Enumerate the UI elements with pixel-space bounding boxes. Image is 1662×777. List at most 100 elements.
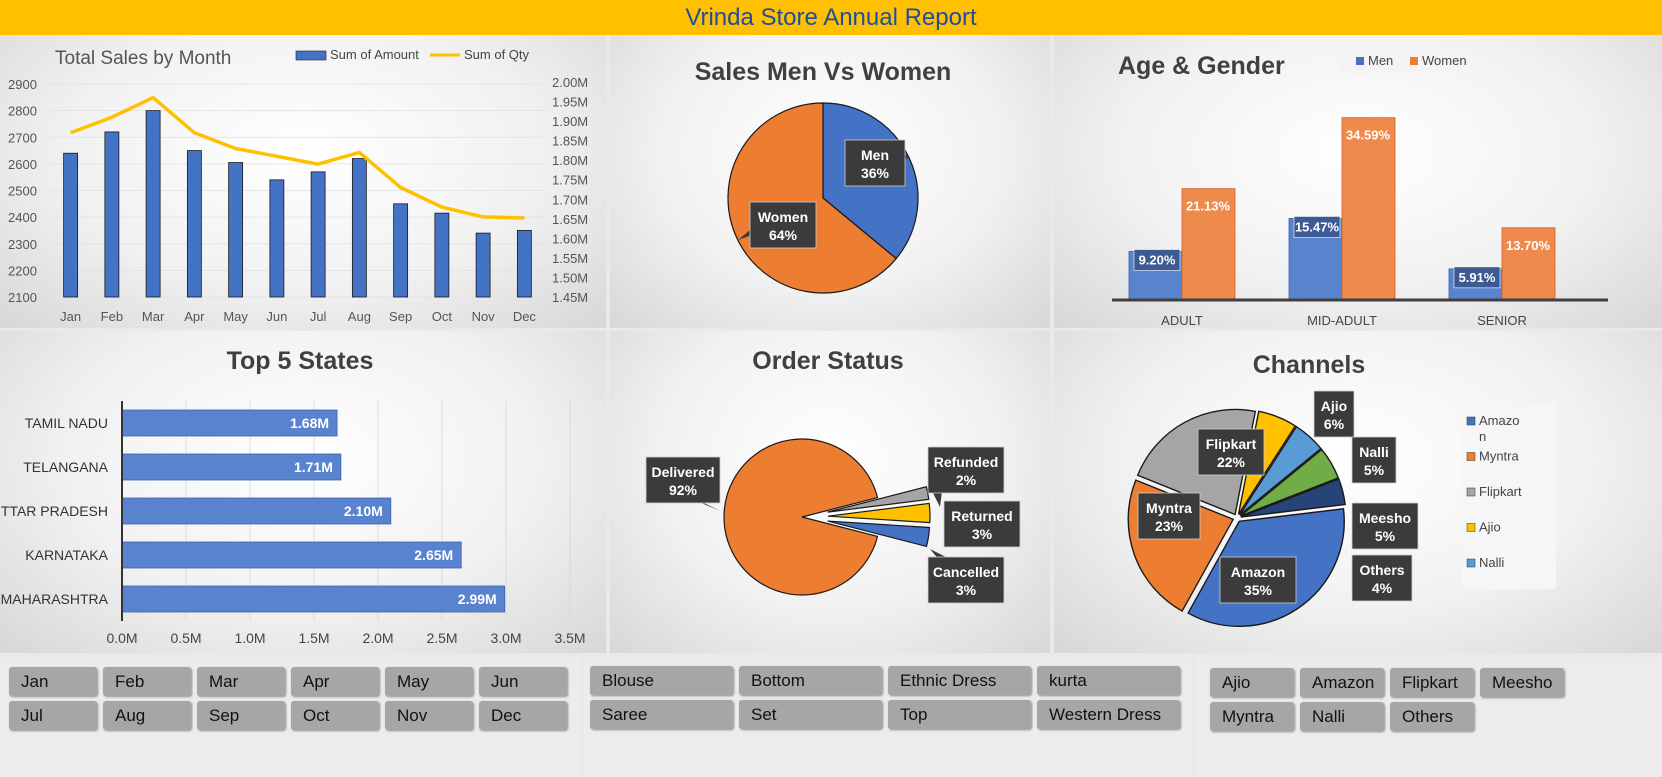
callout-myntra-box (1137, 492, 1201, 540)
legend-swatch (1466, 487, 1476, 497)
slicer-month-may[interactable]: May (385, 667, 473, 696)
callout-returned-label: Returned (951, 508, 1012, 524)
bar-nov (475, 232, 491, 298)
slicer-month-nov[interactable]: Nov (385, 701, 473, 730)
y-tick-right: 1.80M (552, 153, 588, 168)
legend-swatch (1466, 523, 1476, 532)
callout-delivered-value: 92% (669, 482, 698, 498)
slicer-channel-myntra[interactable]: Myntra (1210, 702, 1294, 731)
callout-flipkart: Flipkart 22% (1197, 428, 1265, 476)
slicer-channel-ajio[interactable]: Ajio (1210, 668, 1294, 697)
y-tick-right: 1.65M (552, 212, 588, 227)
y-tick: UTTAR PRADESH (0, 503, 108, 519)
chart-title: Age & Gender (1118, 52, 1285, 80)
callout-ajio-label: Ajio (1321, 398, 1347, 414)
x-tick: Aug (348, 309, 371, 324)
y-tick-right: 2.00M (552, 75, 588, 90)
channels-chart: Channels Amazon 35% Myntra 23% Flipkart 22% Aji… (1054, 331, 1662, 653)
callout-amazon-box (1219, 556, 1297, 604)
slicer-month-jun[interactable]: Jun (479, 667, 567, 696)
x-tick: 0.5M (170, 630, 201, 646)
slicer-channel-meesho[interactable]: Meesho (1480, 668, 1564, 697)
slicer-month-sep[interactable]: Sep (197, 701, 285, 730)
x-tick: 3.0M (490, 630, 521, 646)
callout-meesho-box (1351, 502, 1419, 550)
callout-ajio-box (1313, 390, 1355, 438)
slicer-category-kurta[interactable]: kurta (1037, 666, 1180, 695)
chart-title: Sales Men Vs Women (695, 58, 952, 86)
y-tick-left: 2600 (8, 157, 37, 172)
slice-meesho (1240, 448, 1340, 517)
y-tick: TELANGANA (23, 459, 108, 475)
top-5-states-chart: Top 5 States 0.0M 0.5M 1.0M 1.5M 2.0M 2.5M 3.0M… (0, 331, 606, 653)
x-tick: 3.5M (554, 630, 585, 646)
x-tick: Jul (310, 309, 327, 324)
callout-meesho: Meesho 5% (1351, 502, 1419, 550)
callout-cancelled-box (927, 556, 1005, 604)
callout-men: Men 36% (844, 139, 906, 187)
bar-karnataka (121, 541, 462, 569)
slicer-category-set[interactable]: Set (739, 700, 882, 729)
slicer-category-blouse[interactable]: Blouse (590, 666, 733, 695)
legend-label-women: Women (1422, 53, 1467, 68)
data-label: 1.68M (290, 415, 329, 431)
slicer-category-bottom[interactable]: Bottom (739, 666, 882, 695)
callout-ajio-value: 6% (1324, 416, 1345, 432)
legend-label: Flipkart (1479, 484, 1522, 499)
y-tick-right: 1.75M (552, 173, 588, 188)
legend-swatch (1466, 452, 1476, 461)
slicer-channel-nalli[interactable]: Nalli (1300, 702, 1384, 731)
qty-line (69, 95, 525, 220)
callout-pointer (932, 491, 942, 507)
callout-women-label: Women (758, 209, 808, 225)
x-tick: Mar (142, 309, 165, 324)
callout-cancelled-label: Cancelled (933, 564, 999, 580)
age-and-gender-chart: Age & Gender Men Women 9.20% 21.13% ADULT 15.4… (1054, 35, 1662, 328)
y-tick-right: 1.55M (552, 251, 588, 266)
data-label-men: 15.47% (1295, 219, 1340, 234)
slicer-month-jan[interactable]: Jan (9, 667, 97, 696)
slicer-channel-flipkart[interactable]: Flipkart (1390, 668, 1474, 697)
callout-ajio: Ajio 6% (1313, 390, 1355, 438)
data-label-women: 13.70% (1506, 238, 1551, 253)
slicer-month-jul[interactable]: Jul (9, 701, 97, 730)
y-tick: KARNATAKA (25, 547, 108, 563)
slicer-month-aug[interactable]: Aug (103, 701, 191, 730)
callout-amazon-value: 35% (1244, 582, 1273, 598)
legend-swatch (1466, 416, 1476, 426)
x-tick: Nov (472, 309, 496, 324)
callout-women-box (749, 201, 817, 249)
slicer-month-mar[interactable]: Mar (197, 667, 285, 696)
slicer-category-saree[interactable]: Saree (590, 700, 733, 729)
slicer-channel-amazon[interactable]: Amazon (1300, 668, 1384, 697)
slicer-month-dec[interactable]: Dec (479, 701, 567, 730)
bar-maharashtra (121, 585, 506, 613)
data-label-men: 5.91% (1459, 270, 1496, 285)
slicer-category-western-dress[interactable]: Western Dress (1037, 700, 1180, 729)
y-tick-right: 1.45M (552, 290, 588, 305)
legend-label: Amazo n (1479, 413, 1519, 444)
slicer-category-top[interactable]: Top (888, 700, 1031, 729)
slicer-month-apr[interactable]: Apr (291, 667, 379, 696)
bar-feb (104, 131, 120, 298)
callout-others-value: 4% (1372, 580, 1393, 596)
callout-cancelled-value: 3% (956, 582, 977, 598)
data-label: 2.99M (458, 591, 497, 607)
bar-women-mid-adult (1341, 117, 1396, 301)
slicer-category-ethnic-dress[interactable]: Ethnic Dress (888, 666, 1031, 695)
y-tick: TAMIL NADU (25, 415, 108, 431)
callout-meesho-label: Meesho (1359, 510, 1411, 526)
slicer-channel-others[interactable]: Others (1390, 702, 1474, 731)
chart-title: Top 5 States (227, 347, 374, 375)
legend-label-amount: Sum of Amount (330, 47, 419, 62)
callout-meesho-value: 5% (1375, 528, 1396, 544)
data-label-box (1453, 266, 1501, 289)
y-tick-left: 2500 (8, 184, 37, 199)
callout-myntra: Myntra 23% (1137, 492, 1201, 540)
callout-returned: Returned 3% (943, 500, 1021, 548)
slicer-month-feb[interactable]: Feb (103, 667, 191, 696)
bar-sep (393, 203, 409, 298)
x-tick: Oct (432, 309, 453, 324)
slicer-month-oct[interactable]: Oct (291, 701, 379, 730)
data-label: 2.65M (414, 547, 453, 563)
